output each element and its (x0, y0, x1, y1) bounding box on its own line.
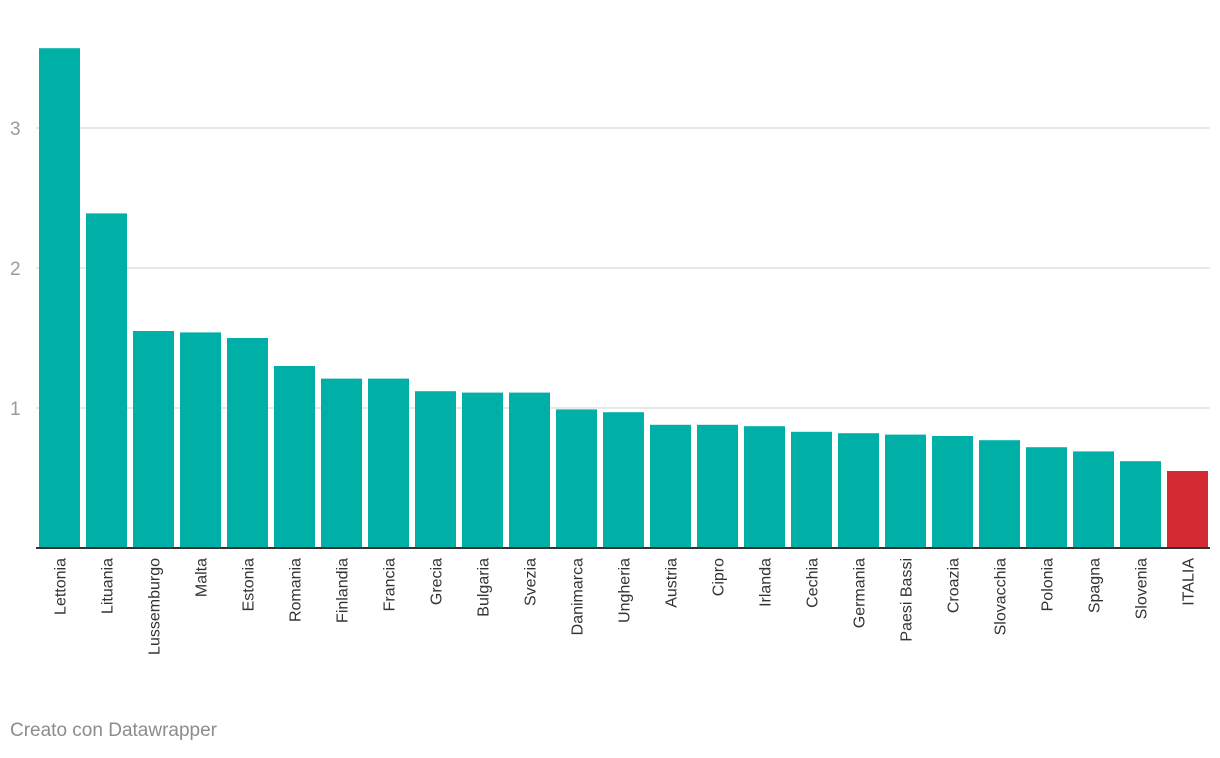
y-tick-label: 2 (10, 259, 21, 280)
bar-lituania (86, 213, 127, 548)
x-tick-label: Spagna (1087, 558, 1104, 613)
datawrapper-credit: Creato con Datawrapper (10, 720, 217, 741)
bar-bulgaria (462, 392, 503, 548)
bar-romania (274, 366, 315, 548)
bar-paesi-bassi (885, 434, 926, 548)
x-tick-label: Croazia (946, 558, 963, 613)
bar-cechia (791, 431, 832, 548)
bar-finlandia (321, 378, 362, 548)
bar-croazia (932, 436, 973, 548)
x-tick-label: Slovenia (1134, 558, 1151, 619)
x-tick-label: Malta (194, 558, 211, 597)
x-tick-label: Lussemburgo (147, 558, 164, 655)
bar-irlanda (744, 426, 785, 548)
x-tick-label: Slovacchia (993, 558, 1010, 635)
bar-spagna (1073, 451, 1114, 548)
x-tick-label: Romania (288, 558, 305, 622)
x-tick-label: Cechia (805, 558, 822, 608)
bar-lettonia (39, 48, 80, 548)
x-tick-label: Francia (382, 558, 399, 611)
x-axis-ticks: Lettonia Lituania Lussemburgo Malta Estonia R… (53, 558, 1198, 655)
y-tick-label: 3 (10, 119, 21, 140)
x-tick-label: Finlandia (335, 558, 352, 623)
x-tick-label: Germania (852, 558, 869, 628)
bar-lussemburgo (133, 331, 174, 548)
bar-ungheria (603, 412, 644, 548)
x-tick-label: Ungheria (617, 558, 634, 623)
bar-slovacchia (979, 440, 1020, 548)
x-tick-label: Bulgaria (476, 558, 493, 617)
x-tick-label: ITALIA (1181, 558, 1198, 606)
x-tick-label: Cipro (711, 558, 728, 596)
bar-francia (368, 378, 409, 548)
bar-malta (180, 332, 221, 548)
bar-italia (1167, 471, 1208, 548)
bar-grecia (415, 391, 456, 548)
x-tick-label: Paesi Bassi (899, 558, 916, 642)
x-tick-label: Austria (664, 558, 681, 608)
bar-chart: 1 2 3 Lettonia Lituania Lussemburgo Malta Esto… (10, 48, 1210, 655)
bar-cipro (697, 424, 738, 548)
x-tick-label: Svezia (523, 558, 540, 606)
y-tick-label: 1 (10, 399, 21, 420)
bar-austria (650, 424, 691, 548)
y-axis-ticks: 1 2 3 (10, 119, 21, 420)
bar-germania (838, 433, 879, 548)
bar-svezia (509, 392, 550, 548)
x-tick-label: Irlanda (758, 558, 775, 607)
x-tick-label: Lituania (100, 558, 117, 614)
x-tick-label: Danimarca (570, 558, 587, 635)
bar-danimarca (556, 409, 597, 548)
x-tick-label: Polonia (1040, 558, 1057, 611)
bar-estonia (227, 338, 268, 548)
bar-polonia (1026, 447, 1067, 548)
bars (39, 48, 1208, 548)
x-tick-label: Estonia (241, 558, 258, 611)
x-tick-label: Grecia (429, 558, 446, 605)
x-tick-label: Lettonia (53, 558, 70, 615)
bar-slovenia (1120, 461, 1161, 548)
